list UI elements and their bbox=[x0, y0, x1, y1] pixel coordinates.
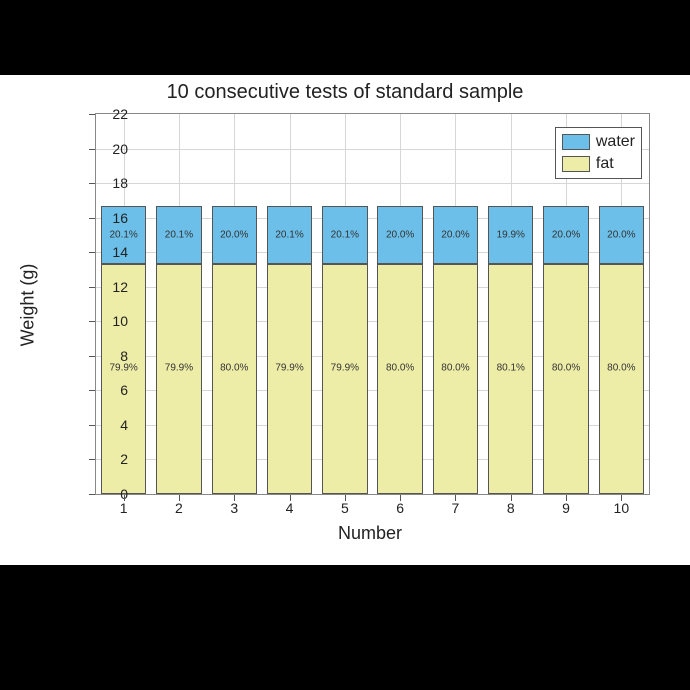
legend-label: fat bbox=[596, 155, 614, 173]
legend-item-water: water bbox=[562, 131, 635, 153]
bar-fat bbox=[322, 264, 367, 494]
bar-fat bbox=[433, 264, 478, 494]
y-tick-label: 10 bbox=[98, 313, 128, 329]
x-tick-label: 6 bbox=[396, 500, 404, 516]
bar-fat bbox=[267, 264, 312, 494]
bar-label-water: 20.1% bbox=[165, 230, 193, 241]
y-tick-mark bbox=[89, 494, 95, 495]
y-tick-label: 14 bbox=[98, 244, 128, 260]
chart-title: 10 consecutive tests of standard sample bbox=[0, 81, 690, 104]
x-axis-label: Number bbox=[338, 523, 402, 544]
y-tick-label: 4 bbox=[98, 417, 128, 433]
y-tick-label: 22 bbox=[98, 106, 128, 122]
y-tick-label: 12 bbox=[98, 279, 128, 295]
bar-label-fat: 80.0% bbox=[386, 362, 414, 373]
y-tick-label: 18 bbox=[98, 175, 128, 191]
y-tick-mark bbox=[89, 252, 95, 253]
y-tick-label: 20 bbox=[98, 141, 128, 157]
bar-fat bbox=[488, 264, 533, 494]
x-tick-label: 8 bbox=[507, 500, 515, 516]
bar-fat bbox=[543, 264, 588, 494]
x-tick-label: 3 bbox=[230, 500, 238, 516]
bar-label-fat: 80.0% bbox=[607, 362, 635, 373]
y-tick-mark bbox=[89, 114, 95, 115]
x-tick-label: 5 bbox=[341, 500, 349, 516]
bar-fat bbox=[377, 264, 422, 494]
bar-label-water: 20.0% bbox=[607, 230, 635, 241]
bar-label-fat: 80.1% bbox=[497, 362, 525, 373]
bar-label-fat: 80.0% bbox=[220, 362, 248, 373]
bar-label-water: 20.1% bbox=[109, 230, 137, 241]
bar-label-fat: 79.9% bbox=[109, 362, 137, 373]
y-tick-mark bbox=[89, 425, 95, 426]
bar-label-fat: 80.0% bbox=[552, 362, 580, 373]
y-tick-label: 6 bbox=[98, 382, 128, 398]
y-tick-label: 8 bbox=[98, 348, 128, 364]
legend-label: water bbox=[596, 133, 635, 151]
y-tick-mark bbox=[89, 459, 95, 460]
y-tick-label: 2 bbox=[98, 451, 128, 467]
bar-fat bbox=[599, 264, 644, 494]
y-tick-mark bbox=[89, 183, 95, 184]
legend-swatch bbox=[562, 134, 590, 150]
y-tick-mark bbox=[89, 149, 95, 150]
bar-label-water: 20.0% bbox=[441, 230, 469, 241]
bar-fat bbox=[156, 264, 201, 494]
bar-label-water: 20.0% bbox=[386, 230, 414, 241]
y-tick-mark bbox=[89, 287, 95, 288]
y-tick-mark bbox=[89, 390, 95, 391]
x-tick-label: 10 bbox=[614, 500, 630, 516]
bar-label-fat: 79.9% bbox=[275, 362, 303, 373]
bar-label-fat: 79.9% bbox=[165, 362, 193, 373]
chart-panel: 10 consecutive tests of standard sample … bbox=[0, 75, 690, 565]
x-tick-label: 7 bbox=[452, 500, 460, 516]
x-tick-label: 4 bbox=[286, 500, 294, 516]
page-background: 10 consecutive tests of standard sample … bbox=[0, 0, 690, 690]
y-tick-mark bbox=[89, 356, 95, 357]
bar-label-fat: 79.9% bbox=[331, 362, 359, 373]
legend-item-fat: fat bbox=[562, 153, 635, 175]
bar-label-water: 20.0% bbox=[220, 230, 248, 241]
bar-label-water: 20.1% bbox=[331, 230, 359, 241]
bar-label-fat: 80.0% bbox=[441, 362, 469, 373]
y-tick-mark bbox=[89, 321, 95, 322]
bar-label-water: 20.1% bbox=[275, 230, 303, 241]
bar-label-water: 20.0% bbox=[552, 230, 580, 241]
x-tick-label: 9 bbox=[562, 500, 570, 516]
bar-fat bbox=[212, 264, 257, 494]
bar-label-water: 19.9% bbox=[497, 229, 525, 240]
y-tick-mark bbox=[89, 218, 95, 219]
x-tick-label: 2 bbox=[175, 500, 183, 516]
x-tick-label: 1 bbox=[120, 500, 128, 516]
legend-swatch bbox=[562, 156, 590, 172]
y-axis-label: Weight (g) bbox=[18, 264, 39, 347]
legend: water fat bbox=[555, 127, 642, 179]
y-tick-label: 16 bbox=[98, 210, 128, 226]
